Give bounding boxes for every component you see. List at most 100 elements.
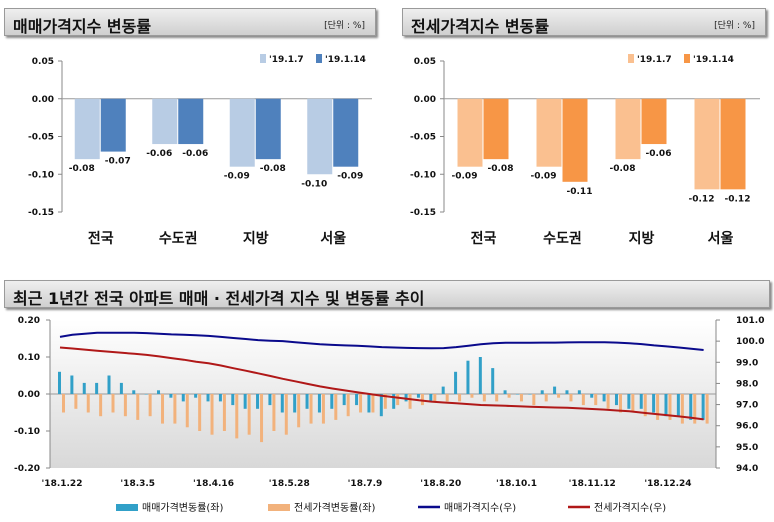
jeonse-y-tick-label: -0.05 xyxy=(410,133,436,143)
trend-jeonse-rate-bar xyxy=(693,394,697,424)
sale-chart-title-bar: 매매가격지수 변동률 [단위 : %] xyxy=(4,8,376,36)
trend-jeonse-rate-bar xyxy=(321,394,325,424)
sale-y-tick-label: -0.05 xyxy=(28,133,54,143)
jeonse-chart-title-bar: 전세가격지수 변동률 [단위 : %] xyxy=(402,8,766,36)
trend-jeonse-rate-bar xyxy=(272,394,276,431)
trend-jeonse-rate-bar xyxy=(519,394,523,402)
trend-jeonse-rate-bar xyxy=(668,394,672,420)
sale-data-label: -0.08 xyxy=(69,164,95,174)
jeonse-data-label: -0.12 xyxy=(689,194,715,204)
trend-jeonse-rate-bar xyxy=(631,394,635,413)
sale-y-tick-label: -0.15 xyxy=(28,208,54,218)
trend-right-tick-label: 95.0 xyxy=(736,443,758,453)
trend-chart-title: 최근 1년간 전국 아파트 매매 · 전세가격 지수 및 변동률 추이 xyxy=(13,289,425,308)
jeonse-y-tick-label: 0.05 xyxy=(414,57,436,67)
sale-category-label: 수도권 xyxy=(159,231,198,247)
sale-chart-plot: 0.05 0.00 -0.05 -0.10 -0.15 -0.08 -0.07 전국 -0.06… xyxy=(28,54,372,247)
trend-jeonse-rate-bar xyxy=(643,394,647,417)
trend-jeonse-rate-bar xyxy=(680,394,684,424)
sale-chart-title: 매매가격지수 변동률 xyxy=(13,17,152,36)
trend-sale-rate-bar xyxy=(676,394,680,417)
sale-y-tick-label: 0.00 xyxy=(32,95,54,105)
trend-sale-rate-bar xyxy=(342,394,346,406)
sale-bar xyxy=(229,98,255,167)
sale-data-label: -0.08 xyxy=(260,164,286,174)
trend-sale-rate-bar xyxy=(491,368,495,394)
trend-sale-rate-bar xyxy=(577,390,581,394)
trend-x-tick-label: '18.4.16 xyxy=(193,479,234,489)
sale-data-label: -0.07 xyxy=(105,157,131,167)
trend-sale-rate-bar xyxy=(639,394,643,409)
trend-sale-rate-bar xyxy=(528,394,532,395)
trend-sale-rate-bar xyxy=(107,375,111,394)
sale-bar xyxy=(152,98,178,145)
jeonse-category-label: 서울 xyxy=(708,230,734,247)
jeonse-legend-label: '19.1.7 xyxy=(637,55,672,65)
trend-jeonse-rate-bar xyxy=(284,394,288,435)
trend-right-tick-label: 101.0 xyxy=(736,316,764,326)
trend-x-tick-label: '18.7.9 xyxy=(348,479,383,489)
trend-jeonse-rate-bar xyxy=(656,394,660,420)
jeonse-category-label: 전국 xyxy=(471,230,497,247)
trend-jeonse-rate-bar xyxy=(260,394,264,443)
trend-sale-rate-bar xyxy=(293,394,297,413)
jeonse-category-label: 수도권 xyxy=(543,231,582,247)
trend-sale-rate-bar xyxy=(689,394,693,420)
sale-category-label: 지방 xyxy=(243,230,269,247)
trend-jeonse-rate-bar xyxy=(705,394,709,424)
trend-sale-rate-bar xyxy=(169,394,173,398)
trend-legend-swatch xyxy=(116,504,138,511)
trend-left-tick-label: 0.10 xyxy=(18,353,40,363)
trend-sale-rate-bar xyxy=(58,371,61,394)
jeonse-bar xyxy=(615,98,641,160)
sale-y-tick-label: 0.05 xyxy=(32,57,54,67)
trend-jeonse-rate-bar xyxy=(185,394,189,428)
trend-jeonse-rate-bar xyxy=(123,394,127,417)
sale-bar xyxy=(307,98,333,175)
trend-jeonse-rate-bar xyxy=(383,394,387,409)
trend-chart-plot: 0.20 0.10 0.00 -0.10 -0.20 101.0 100.0 99.0 98.0… xyxy=(14,316,764,514)
trend-jeonse-rate-bar xyxy=(247,394,251,435)
trend-right-tick-label: 100.0 xyxy=(736,337,764,347)
jeonse-bar xyxy=(536,98,562,167)
sale-bar xyxy=(74,98,100,160)
trend-sale-index-line xyxy=(59,331,704,351)
trend-legend-swatch xyxy=(268,504,290,511)
trend-left-tick-label: 0.20 xyxy=(18,316,40,326)
trend-sale-rate-bar xyxy=(144,394,148,395)
trend-sale-rate-bar xyxy=(627,394,631,409)
jeonse-legend-swatch xyxy=(684,54,690,63)
jeonse-category-label: 지방 xyxy=(629,230,655,247)
jeonse-bar xyxy=(562,98,588,182)
trend-chart-panel: 최근 1년간 전국 아파트 매매 · 전세가격 지수 및 변동률 추이 0.20… xyxy=(0,280,774,522)
trend-jeonse-rate-bar xyxy=(618,394,622,413)
trend-sale-rate-bar xyxy=(478,357,482,394)
trend-sale-rate-bar xyxy=(602,394,606,402)
sale-bar xyxy=(255,98,281,160)
sale-data-label: -0.09 xyxy=(224,172,250,182)
sale-bar xyxy=(178,98,204,145)
trend-sale-rate-bar xyxy=(256,394,260,409)
trend-jeonse-rate-bar xyxy=(507,394,511,398)
trend-jeonse-rate-bar xyxy=(606,394,610,409)
trend-x-tick-label: '18.12.24 xyxy=(644,479,691,489)
trend-sale-rate-bar xyxy=(231,394,235,406)
sale-legend-label: '19.1.7 xyxy=(269,55,304,65)
jeonse-data-label: -0.09 xyxy=(452,172,478,182)
sale-legend-swatch xyxy=(260,54,266,63)
trend-x-tick-label: '18.1.22 xyxy=(42,479,83,489)
trend-sale-rate-bar xyxy=(317,394,321,413)
trend-jeonse-index-line xyxy=(59,346,704,421)
trend-sale-rate-bar xyxy=(157,390,161,394)
trend-jeonse-rate-bar xyxy=(396,394,400,406)
trend-sale-rate-bar xyxy=(553,386,557,394)
sale-legend-swatch xyxy=(316,54,322,63)
trend-jeonse-rate-bar xyxy=(569,394,573,402)
trend-sale-rate-bar xyxy=(429,394,433,402)
trend-sale-rate-bar xyxy=(355,394,359,406)
trend-jeonse-rate-bar xyxy=(371,394,375,413)
trend-jeonse-rate-bar xyxy=(62,394,65,413)
jeonse-y-tick-label: -0.15 xyxy=(410,208,436,218)
trend-x-tick-label: '18.11.12 xyxy=(569,479,616,489)
trend-sale-rate-bar xyxy=(392,394,396,409)
